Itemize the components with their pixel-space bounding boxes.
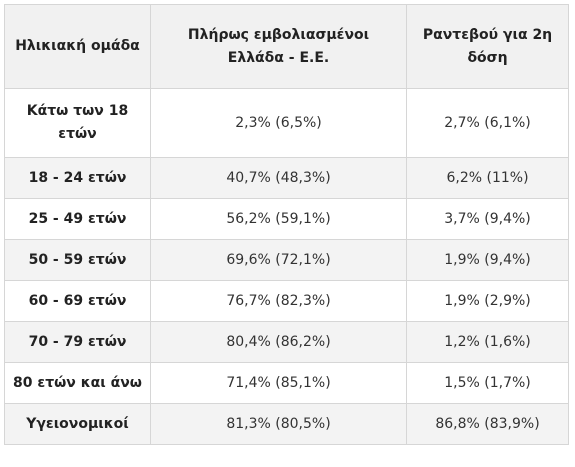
table-row: 50 - 59 ετών 69,6% (72,1%) 1,9% (9,4%) xyxy=(4,239,569,281)
header-second-dose-appointment: Ραντεβού για 2η δόση xyxy=(406,4,569,89)
table-row: 70 - 79 ετών 80,4% (86,2%) 1,2% (1,6%) xyxy=(4,321,569,363)
table-row: Υγειονομικοί 81,3% (80,5%) 86,8% (83,9%) xyxy=(4,403,569,445)
table-row: 18 - 24 ετών 40,7% (48,3%) 6,2% (11%) xyxy=(4,157,569,199)
header-age-group: Ηλικιακή ομάδα xyxy=(4,4,151,89)
second-dose-cell: 2,7% (6,1%) xyxy=(406,88,569,158)
second-dose-cell: 1,2% (1,6%) xyxy=(406,321,569,363)
second-dose-cell: 6,2% (11%) xyxy=(406,157,569,199)
fully-vaccinated-cell: 69,6% (72,1%) xyxy=(150,239,407,281)
table-row: 60 - 69 ετών 76,7% (82,3%) 1,9% (2,9%) xyxy=(4,280,569,322)
second-dose-cell: 1,9% (2,9%) xyxy=(406,280,569,322)
header-fully-vaccinated: Πλήρως εμβολιασμένοι Ελλάδα - Ε.Ε. xyxy=(150,4,407,89)
age-group-cell: Κάτω των 18 ετών xyxy=(4,88,151,158)
fully-vaccinated-cell: 2,3% (6,5%) xyxy=(150,88,407,158)
fully-vaccinated-cell: 81,3% (80,5%) xyxy=(150,403,407,445)
age-group-cell: 70 - 79 ετών xyxy=(4,321,151,363)
table-row: 25 - 49 ετών 56,2% (59,1%) 3,7% (9,4%) xyxy=(4,198,569,240)
age-group-cell: 80 ετών και άνω xyxy=(4,362,151,404)
fully-vaccinated-cell: 80,4% (86,2%) xyxy=(150,321,407,363)
age-group-cell: 18 - 24 ετών xyxy=(4,157,151,199)
second-dose-cell: 3,7% (9,4%) xyxy=(406,198,569,240)
fully-vaccinated-cell: 56,2% (59,1%) xyxy=(150,198,407,240)
header-row: Ηλικιακή ομάδα Πλήρως εμβολιασμένοι Ελλά… xyxy=(4,4,569,89)
vaccination-table-container: Ηλικιακή ομάδα Πλήρως εμβολιασμένοι Ελλά… xyxy=(4,4,569,445)
fully-vaccinated-cell: 40,7% (48,3%) xyxy=(150,157,407,199)
age-group-cell: 60 - 69 ετών xyxy=(4,280,151,322)
fully-vaccinated-cell: 71,4% (85,1%) xyxy=(150,362,407,404)
age-group-cell: 25 - 49 ετών xyxy=(4,198,151,240)
second-dose-cell: 1,5% (1,7%) xyxy=(406,362,569,404)
second-dose-cell: 1,9% (9,4%) xyxy=(406,239,569,281)
fully-vaccinated-cell: 76,7% (82,3%) xyxy=(150,280,407,322)
vaccination-table: Ηλικιακή ομάδα Πλήρως εμβολιασμένοι Ελλά… xyxy=(4,4,569,445)
second-dose-cell: 86,8% (83,9%) xyxy=(406,403,569,445)
age-group-cell: Υγειονομικοί xyxy=(4,403,151,445)
table-header: Ηλικιακή ομάδα Πλήρως εμβολιασμένοι Ελλά… xyxy=(4,4,569,89)
age-group-cell: 50 - 59 ετών xyxy=(4,239,151,281)
table-row: 80 ετών και άνω 71,4% (85,1%) 1,5% (1,7%… xyxy=(4,362,569,404)
table-body: Κάτω των 18 ετών 2,3% (6,5%) 2,7% (6,1%)… xyxy=(4,88,569,445)
table-row: Κάτω των 18 ετών 2,3% (6,5%) 2,7% (6,1%) xyxy=(4,88,569,158)
